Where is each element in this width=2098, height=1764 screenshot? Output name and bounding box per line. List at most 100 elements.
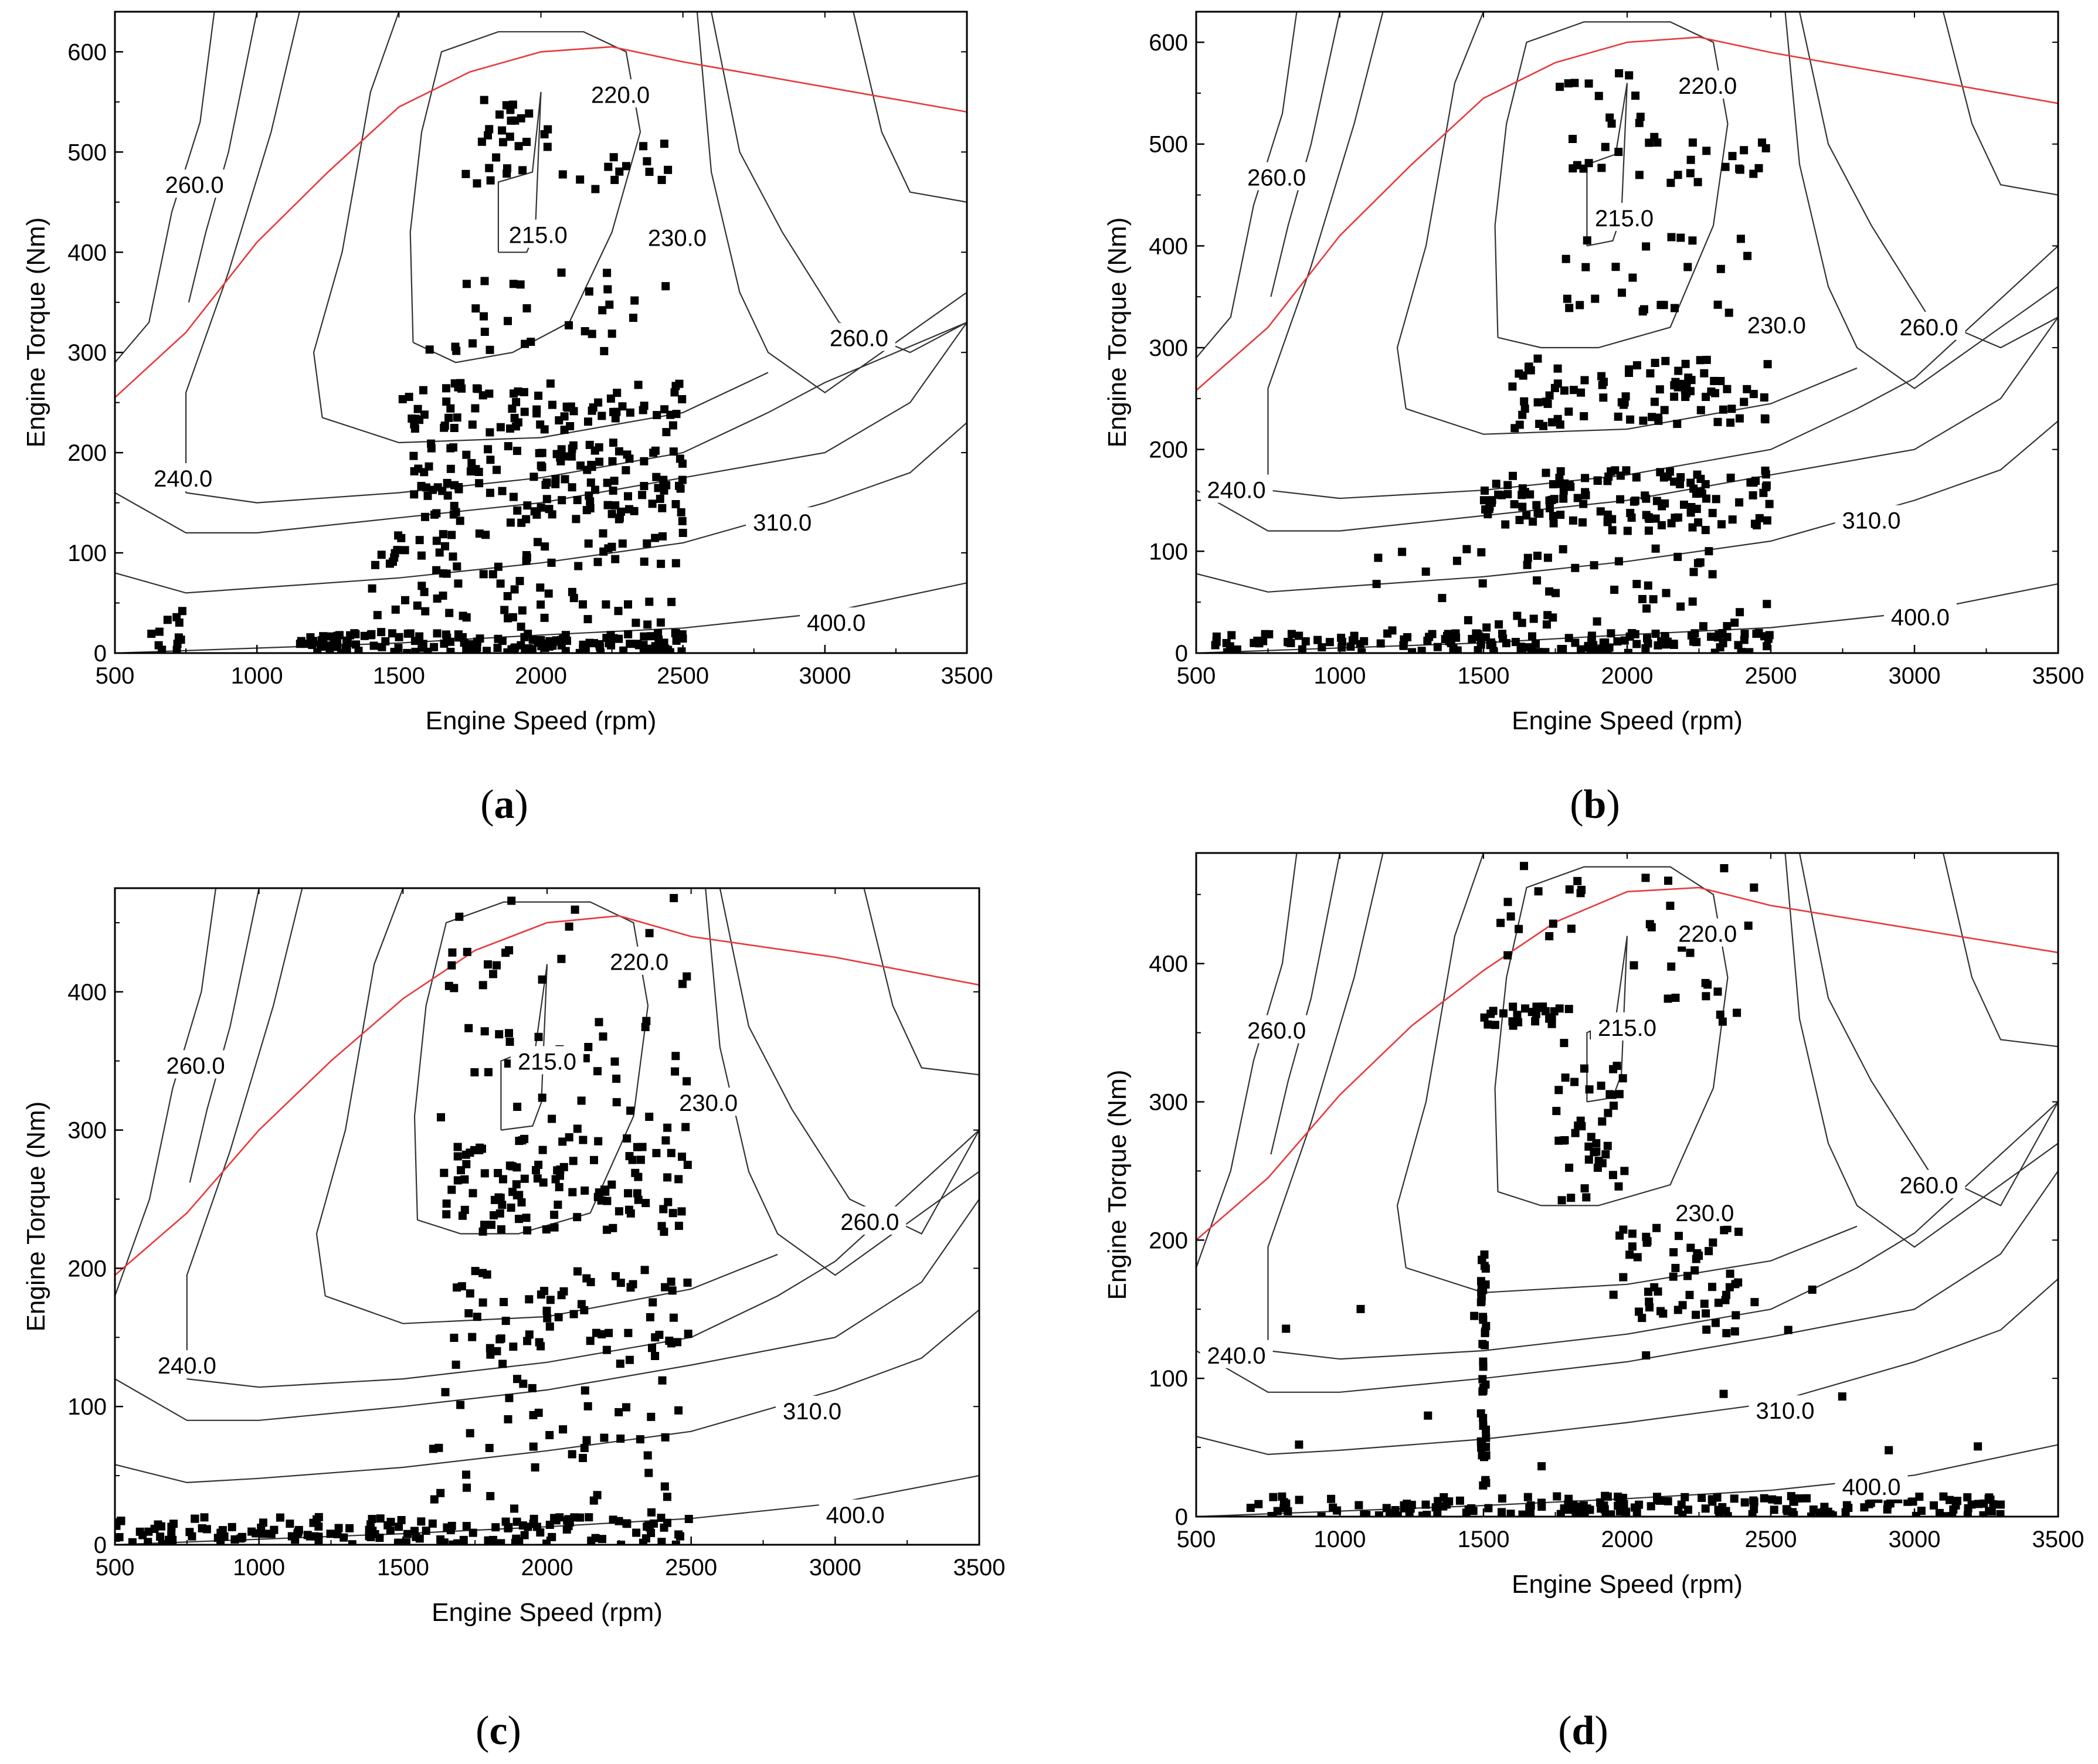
data-point (643, 1451, 652, 1460)
data-point (1564, 1005, 1573, 1014)
contour-label: 240.0 (1207, 478, 1266, 504)
data-point (510, 585, 519, 594)
data-point (559, 1425, 568, 1434)
data-point (306, 633, 315, 642)
data-point (598, 1330, 606, 1338)
data-point (450, 984, 459, 993)
chart-panel-b: 260.0 220.0 215.0 230.0 260.0 240.0 310.0 400.0… (1103, 11, 2084, 827)
data-point (647, 1508, 656, 1517)
data-point (475, 479, 484, 488)
data-point (660, 405, 669, 414)
data-point (351, 630, 360, 638)
data-point (480, 1221, 488, 1229)
data-point (1930, 1501, 1938, 1510)
data-point (498, 487, 507, 495)
data-point (1528, 632, 1536, 641)
data-point (486, 456, 495, 464)
data-point (565, 321, 573, 329)
data-point (1440, 1493, 1448, 1501)
data-point (509, 492, 518, 501)
data-point (1690, 1266, 1699, 1274)
data-point (534, 538, 542, 546)
data-point (1749, 390, 1758, 399)
data-point (1526, 1501, 1535, 1510)
data-point (1565, 304, 1574, 312)
data-point (313, 648, 322, 653)
data-point (634, 1195, 643, 1204)
data-point (1692, 490, 1700, 498)
data-point (1598, 1117, 1607, 1126)
data-point (1723, 633, 1732, 641)
data-point (1763, 360, 1772, 369)
data-point (552, 1516, 561, 1525)
data-point (1559, 545, 1567, 553)
contour-label: 230.0 (1747, 312, 1806, 338)
data-point (1489, 647, 1498, 653)
data-point (583, 1402, 592, 1410)
data-point (1543, 399, 1552, 408)
data-point (663, 1173, 672, 1182)
data-point (1565, 1163, 1574, 1172)
contour-label: 260.0 (1247, 165, 1306, 191)
x-axis-title: Engine Speed (rpm) (1512, 706, 1743, 735)
data-point (1559, 645, 1567, 653)
data-point (1484, 1504, 1493, 1513)
data-point (1639, 416, 1648, 425)
data-point (477, 137, 486, 146)
data-point (495, 1030, 504, 1039)
data-point (1718, 1503, 1727, 1511)
data-point (1652, 1223, 1661, 1232)
data-point (1669, 640, 1678, 648)
data-point (419, 386, 427, 395)
data-point (1670, 392, 1679, 401)
data-point (548, 400, 556, 409)
contour-line-220.0 (1494, 866, 1729, 1206)
data-point (1967, 1500, 1976, 1509)
data-point (471, 1267, 480, 1276)
data-point (674, 1406, 683, 1415)
data-point (437, 1539, 446, 1545)
data-point (1521, 1004, 1529, 1013)
data-point (1649, 595, 1658, 604)
data-point (518, 1136, 527, 1145)
data-point (397, 1516, 406, 1524)
data-point (1273, 1507, 1282, 1515)
data-point (496, 423, 505, 431)
data-point (590, 1155, 598, 1164)
data-point (677, 508, 685, 516)
data-point (1699, 622, 1707, 631)
data-point (1740, 146, 1749, 155)
data-point (669, 447, 678, 456)
data-point (678, 516, 687, 525)
data-point (1696, 356, 1705, 365)
contour-label-bg (640, 222, 714, 251)
contour-label-bg (158, 169, 231, 198)
data-point (1574, 1121, 1583, 1130)
data-point (1481, 1329, 1489, 1337)
data-point (369, 641, 378, 650)
data-point (1405, 1510, 1414, 1517)
data-point (1731, 1280, 1740, 1289)
data-point (1730, 1494, 1739, 1503)
data-point (401, 596, 409, 604)
data-point (486, 1492, 495, 1501)
data-point (643, 539, 651, 548)
data-point (598, 412, 606, 420)
data-point (1424, 1411, 1432, 1420)
data-point (583, 465, 592, 474)
data-point (624, 492, 632, 501)
contour-line-left (189, 888, 260, 1183)
data-point (605, 1328, 613, 1337)
data-point (486, 428, 494, 437)
data-point (1903, 1497, 1912, 1506)
data-point (1445, 637, 1454, 645)
data-point (1711, 1318, 1720, 1327)
data-point (1671, 304, 1679, 312)
data-point (1736, 165, 1744, 174)
contour-line-230.0 (1396, 853, 1485, 1268)
data-point (488, 570, 497, 579)
data-point (1683, 263, 1692, 271)
data-point (1287, 630, 1296, 638)
data-point (550, 1211, 559, 1219)
